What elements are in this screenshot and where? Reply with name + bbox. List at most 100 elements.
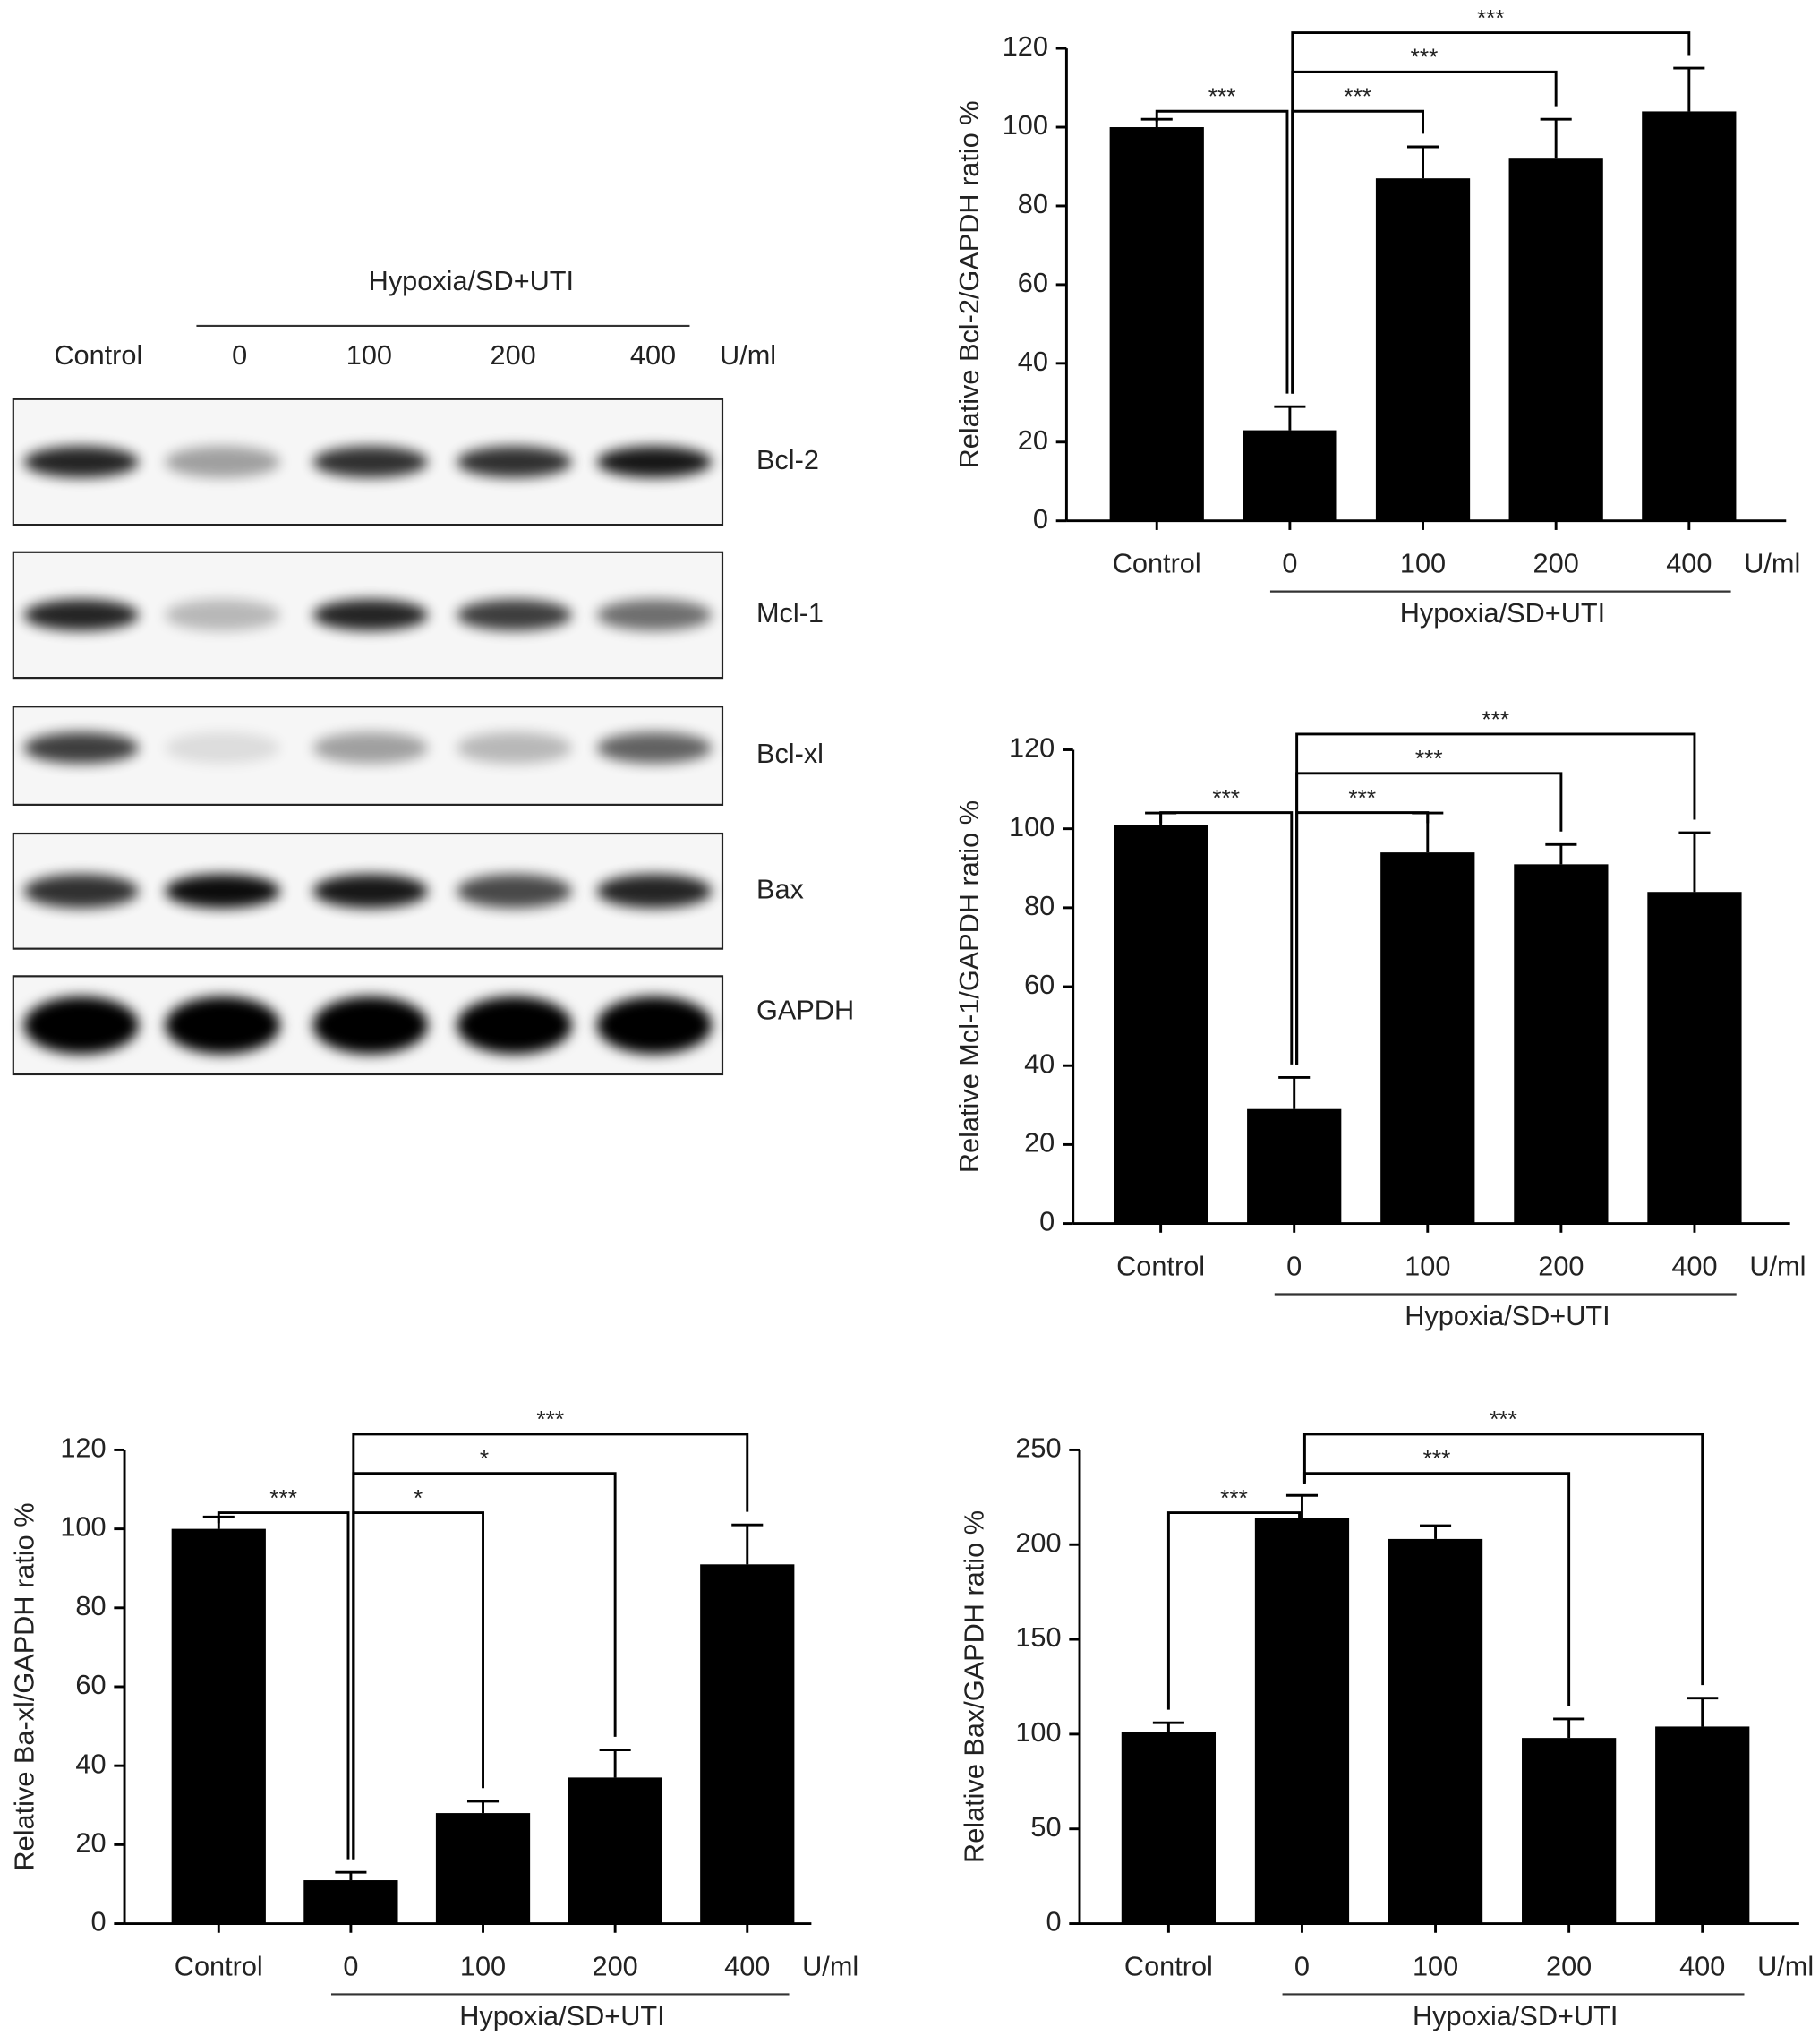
significance-bracket	[352, 1433, 749, 1860]
y-axis-label: Relative Bcl-2/GAPDH ratio %	[953, 100, 985, 468]
significance-label: ***	[1477, 4, 1505, 31]
y-tick-label: 60	[1018, 267, 1048, 298]
significance-bracket	[217, 1511, 350, 1860]
y-tick-label: 100	[1015, 1716, 1061, 1748]
group-label: Hypoxia/SD+UTI	[459, 2000, 664, 2031]
blot-unit: U/ml	[720, 339, 776, 371]
y-tick-label: 0	[1039, 1206, 1055, 1237]
significance-bracket	[1291, 31, 1691, 394]
bar	[1380, 852, 1475, 1224]
bar	[1114, 825, 1208, 1224]
x-tick-label: 200	[1538, 1250, 1584, 1281]
y-tick-label: 80	[75, 1590, 106, 1621]
significance-label: ***	[1220, 1484, 1248, 1511]
y-tick-label: 250	[1015, 1433, 1061, 1464]
y-tick-label: 100	[60, 1511, 106, 1543]
blot-protein-label: Mcl-1	[756, 597, 824, 629]
significance-label: ***	[1490, 1406, 1517, 1433]
x-tick-label: 0	[1294, 1950, 1310, 1981]
x-tick-label: 400	[1679, 1950, 1725, 1981]
y-tick-label: 80	[1018, 188, 1048, 219]
y-tick-label: 40	[1024, 1048, 1055, 1079]
y-tick-label: 40	[1018, 346, 1048, 377]
x-tick-label: 200	[593, 1950, 638, 1981]
y-tick-label: 20	[1018, 424, 1048, 456]
bar	[1642, 111, 1737, 521]
blot-band	[457, 446, 572, 478]
unit-label: U/ml	[1744, 548, 1800, 579]
significance-label: *	[414, 1484, 423, 1511]
group-label: Hypoxia/SD+UTI	[1405, 1300, 1610, 1331]
x-tick-label: Control	[1113, 548, 1201, 579]
y-tick-label: 200	[1015, 1527, 1061, 1558]
bar	[568, 1777, 662, 1924]
blot-band	[312, 599, 429, 631]
blot-band	[457, 731, 572, 764]
blot-band	[596, 599, 713, 631]
significance-bracket	[1159, 811, 1294, 1065]
x-tick-label: 200	[1533, 548, 1579, 579]
y-tick-label: 100	[1003, 109, 1048, 141]
x-tick-label: 400	[1671, 1250, 1717, 1281]
blot-lane-label: 100	[346, 339, 392, 371]
x-tick-label: 100	[460, 1950, 506, 1981]
x-tick-label: 100	[1400, 548, 1446, 579]
significance-label: ***	[1482, 706, 1509, 732]
y-tick-label: 0	[1033, 503, 1048, 535]
x-tick-label: 0	[1286, 1250, 1302, 1281]
x-tick-label: 200	[1546, 1950, 1592, 1981]
bar	[1388, 1538, 1483, 1924]
blot-band	[23, 996, 140, 1055]
y-tick-label: 80	[1024, 890, 1055, 921]
significance-bracket	[1155, 109, 1289, 394]
blot-protein-label: Bcl-2	[756, 444, 819, 475]
blot-band	[596, 874, 713, 909]
bar	[1254, 1518, 1350, 1924]
blot-band	[312, 731, 429, 764]
blot-band	[596, 731, 713, 764]
blot-band	[165, 446, 280, 478]
bar	[1522, 1738, 1617, 1924]
significance-label: ***	[1415, 745, 1443, 772]
unit-label: U/ml	[1749, 1250, 1806, 1281]
y-tick-label: 120	[1009, 732, 1055, 764]
bar	[171, 1528, 266, 1924]
significance-label: *	[480, 1445, 489, 1472]
blot-band	[596, 996, 713, 1055]
blot-band	[457, 874, 572, 909]
unit-label: U/ml	[1757, 1950, 1814, 1981]
blot-band	[165, 996, 280, 1055]
y-axis-label: Relative Mcl-1/GAPDH ratio %	[953, 800, 985, 1173]
bar	[303, 1880, 398, 1924]
x-tick-label: 400	[724, 1950, 770, 1981]
blot-band	[23, 599, 140, 631]
blot-band	[165, 874, 280, 909]
y-tick-label: 120	[1003, 30, 1048, 62]
significance-label: ***	[536, 1406, 564, 1433]
blot-band	[23, 731, 140, 764]
y-axis-label: Relative Bax/GAPDH ratio %	[959, 1510, 990, 1863]
x-tick-label: 0	[343, 1950, 358, 1981]
blot-lane-label: 400	[630, 339, 676, 371]
bar	[700, 1564, 795, 1924]
blot-band	[23, 874, 140, 909]
blot-band	[457, 599, 572, 631]
significance-label: ***	[1423, 1445, 1451, 1472]
bar	[1247, 1108, 1342, 1224]
blot-group-label: Hypoxia/SD+UTI	[369, 265, 574, 296]
y-tick-label: 60	[75, 1669, 106, 1700]
significance-label: ***	[1344, 83, 1371, 110]
blot-band	[165, 599, 280, 631]
y-tick-label: 120	[60, 1433, 106, 1464]
bar	[1243, 430, 1337, 521]
bar	[1121, 1732, 1217, 1924]
bar	[1375, 178, 1471, 521]
x-tick-label: 0	[1282, 548, 1297, 579]
bar	[1508, 158, 1603, 521]
blot-band	[165, 731, 280, 764]
group-label: Hypoxia/SD+UTI	[1400, 597, 1605, 629]
blot-protein-label: GAPDH	[756, 995, 854, 1026]
blot-lane-label: 0	[232, 339, 247, 371]
